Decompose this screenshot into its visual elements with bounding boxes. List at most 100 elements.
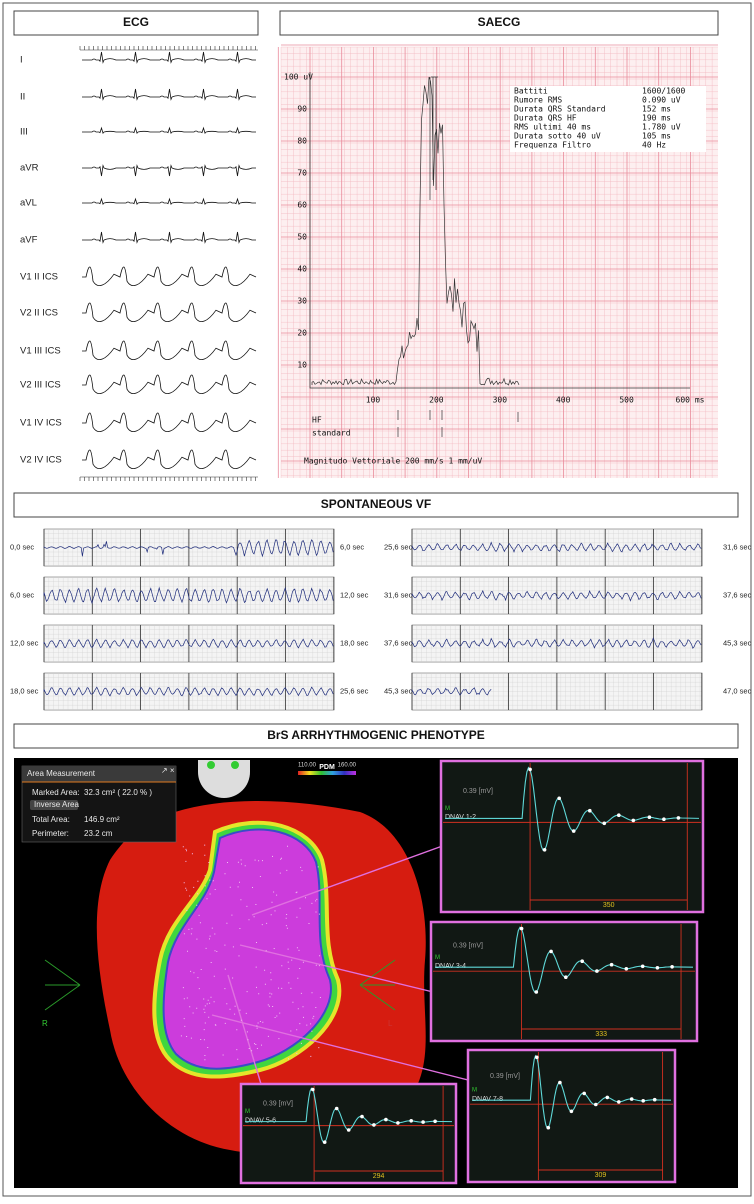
area-value: 146.9 cm² xyxy=(84,815,120,824)
y-unit: 100 uV xyxy=(284,73,313,82)
phenotype-panel: R L 110.00 PDM 160.00 Area Measurement ↗ × Mark… xyxy=(14,758,738,1188)
egm-point xyxy=(582,1091,586,1096)
low-voltage xyxy=(162,828,332,1070)
inset xyxy=(429,920,699,1043)
param-value: 40 Hz xyxy=(642,141,666,150)
inset-name: DNAV 1-2 xyxy=(445,814,476,821)
strip-start: 37,6 sec xyxy=(384,638,413,647)
inset-guides xyxy=(470,1052,673,1180)
vf-trace xyxy=(411,589,702,602)
egm-point xyxy=(519,926,524,931)
y-label: 30 xyxy=(297,297,307,306)
egm-point xyxy=(372,1123,376,1127)
eye xyxy=(231,761,239,769)
egm-point xyxy=(558,1080,562,1085)
egm-point xyxy=(322,1140,327,1144)
window-controls: ↗ × xyxy=(161,766,175,775)
lead-label: V1 II ICS xyxy=(20,272,58,283)
param-name: Frequenza Filtro xyxy=(514,141,591,150)
strip-end: 45,3 sec xyxy=(723,638,752,647)
inset-duration: 333 xyxy=(595,1031,607,1038)
strip-start: 25,6 sec xyxy=(384,542,413,551)
egm-point xyxy=(640,964,645,969)
x-label: 400 xyxy=(556,396,571,405)
colorbar-label: PDM xyxy=(319,764,335,771)
lead-label: II xyxy=(20,92,25,103)
inset-name: DNAV 3-4 xyxy=(435,963,466,970)
param-value: 190 ms xyxy=(642,114,671,123)
vf-trace xyxy=(411,541,702,553)
ecg-trace xyxy=(82,164,256,177)
saecg-panel: 100 uV 90 80 70 60 50 40 30 20 10 100 200 300 400 500 6… xyxy=(277,44,718,478)
lead-label: V1 III ICS xyxy=(20,346,61,357)
param-name: Durata QRS HF xyxy=(514,114,577,123)
param-name: Durata sotto 40 uV xyxy=(514,132,601,141)
y-label: 70 xyxy=(297,169,307,178)
ecg-trace xyxy=(82,51,256,64)
saecg-title: SAECG xyxy=(478,15,521,29)
lead-label: I xyxy=(20,55,23,66)
egm-point xyxy=(647,815,652,819)
colorbar-min: 110.00 xyxy=(298,763,317,769)
egm-point xyxy=(594,1102,598,1107)
y-label: 60 xyxy=(297,201,307,210)
connector xyxy=(239,944,432,993)
egm-point xyxy=(595,969,599,973)
strip-end: 37,6 sec xyxy=(723,590,752,599)
lead-label: V2 II ICS xyxy=(20,308,58,319)
strip-end: 12,0 sec xyxy=(340,590,369,599)
area-field: Marked Area: xyxy=(32,788,80,797)
param-value: 1.780 uV xyxy=(642,123,681,132)
egm-trace xyxy=(244,1087,453,1144)
param-name: Battiti xyxy=(514,87,548,96)
egm-point xyxy=(580,959,584,963)
inset-guides xyxy=(433,924,695,1039)
egm-point xyxy=(602,821,607,826)
param-name: RMS ultimi 40 ms xyxy=(514,123,591,132)
x-label: 500 xyxy=(619,396,634,405)
egm-point xyxy=(549,949,553,954)
lead-label: aVL xyxy=(20,198,37,209)
orientation-right: R xyxy=(42,1019,48,1028)
lead-label: V2 III ICS xyxy=(20,380,61,391)
egm-trace xyxy=(471,1054,672,1129)
egm-point xyxy=(311,1087,315,1092)
area-value: 32.3 cm² ( 22.0 % ) xyxy=(84,788,152,797)
param-value: 105 ms xyxy=(642,132,671,141)
strip-start: 0,0 sec xyxy=(10,542,34,551)
inset-marker: M xyxy=(445,806,450,812)
map-speckles xyxy=(180,844,321,1061)
egm-point xyxy=(346,1128,351,1132)
egm-point xyxy=(624,967,629,971)
egm-point xyxy=(535,1055,539,1060)
ecg-trace xyxy=(82,449,257,470)
axes xyxy=(309,72,690,389)
egm-point xyxy=(433,1119,437,1124)
egm-point xyxy=(571,829,576,833)
orientation-left: L xyxy=(388,1019,393,1028)
lead-label: III xyxy=(20,127,28,138)
egm-point xyxy=(588,808,592,813)
inset-marker: M xyxy=(245,1109,250,1115)
inset-duration: 350 xyxy=(603,902,615,909)
inset-duration: 309 xyxy=(595,1172,607,1179)
area-field: Perimeter: xyxy=(32,829,69,838)
strip-end: 25,6 sec xyxy=(340,686,369,695)
inset-scale: 0.39 [mV] xyxy=(463,788,493,795)
egm-point xyxy=(569,1109,574,1114)
inset-name: DNAV 5-6 xyxy=(245,1117,276,1124)
phenotype-title: BrS ARRHYTHMOGENIC PHENOTYPE xyxy=(267,728,485,742)
row-label: standard xyxy=(312,429,351,438)
button-label: Inverse Area xyxy=(34,800,79,809)
connector xyxy=(251,845,442,916)
egm-point xyxy=(652,1097,657,1102)
vf-trace xyxy=(43,538,334,558)
lead-label: aVR xyxy=(20,163,39,174)
button[interactable] xyxy=(30,800,78,810)
connector xyxy=(211,1014,469,1081)
egm-point xyxy=(629,1097,634,1101)
param-box xyxy=(510,86,706,152)
strip-start: 18,0 sec xyxy=(10,686,39,695)
inset xyxy=(466,1048,677,1184)
